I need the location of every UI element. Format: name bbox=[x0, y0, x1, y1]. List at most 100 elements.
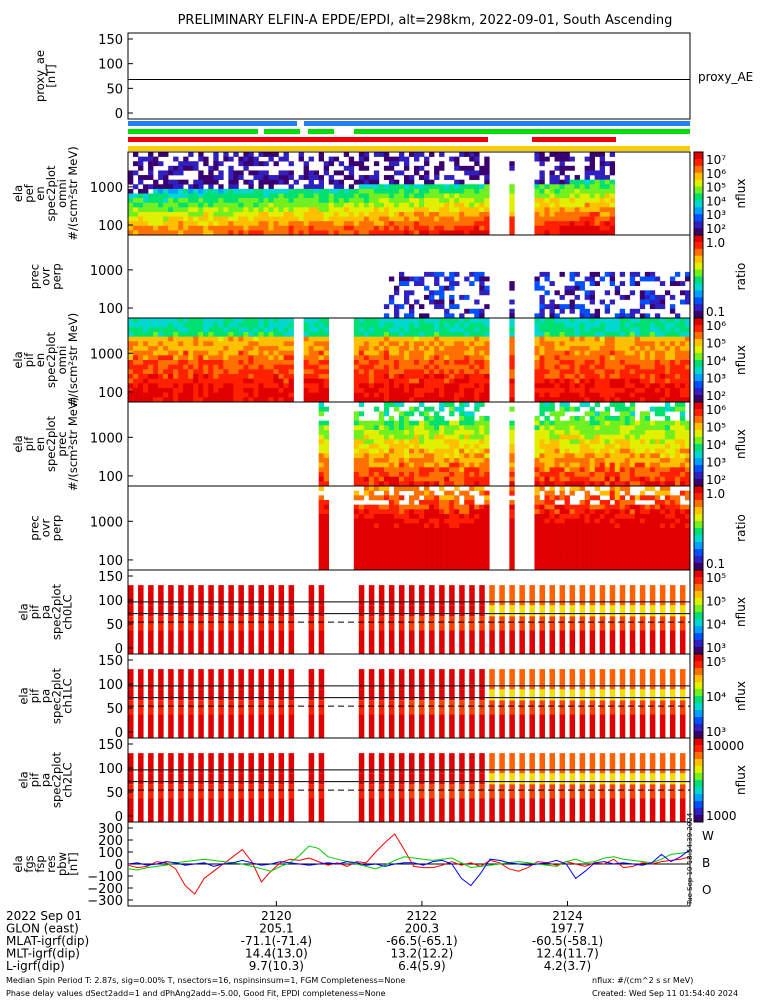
spectrogram-cell bbox=[263, 383, 269, 389]
spectrogram-cell bbox=[403, 207, 410, 213]
spectrogram-cell bbox=[353, 509, 360, 515]
spectrogram-cell bbox=[273, 364, 279, 370]
spectrogram-cell bbox=[614, 472, 621, 477]
spectrogram-cell bbox=[373, 152, 380, 157]
spectrogram-cell bbox=[263, 152, 269, 157]
spectrogram-cell bbox=[163, 383, 169, 389]
spectrogram-cell bbox=[464, 518, 470, 524]
spectrogram-cell bbox=[469, 532, 475, 538]
spectrogram-cell bbox=[594, 152, 600, 157]
spectrogram-cell bbox=[323, 341, 330, 347]
spectrogram-cell bbox=[464, 467, 470, 473]
spectrogram-cell bbox=[273, 346, 279, 351]
spectrogram-cell bbox=[373, 434, 380, 440]
spectrogram-cell bbox=[223, 383, 229, 389]
spectrogram-cell bbox=[333, 198, 340, 204]
spectrogram-cell bbox=[288, 374, 294, 379]
spectrogram-cell bbox=[459, 211, 465, 217]
spectrogram-cell bbox=[664, 397, 671, 403]
spectrogram-cell bbox=[639, 425, 646, 431]
spectrogram-cell bbox=[469, 504, 475, 510]
spectrogram-cell bbox=[534, 546, 540, 552]
spectrogram-cell bbox=[403, 188, 410, 194]
spectrogram-cell bbox=[403, 425, 410, 431]
spectrogram-cell bbox=[574, 425, 580, 431]
spectrogram-cell bbox=[444, 444, 450, 449]
spectrogram-cell bbox=[479, 402, 485, 407]
spectrogram-cell bbox=[649, 444, 656, 449]
spectrogram-cell bbox=[434, 444, 440, 449]
spectrogram-cell bbox=[564, 430, 570, 435]
spectrogram-cell bbox=[148, 161, 154, 167]
spectrogram-cell bbox=[439, 444, 445, 449]
spectrogram-cell bbox=[544, 434, 550, 440]
spectrogram-cell bbox=[599, 161, 605, 167]
spectrogram-cell bbox=[223, 230, 229, 236]
spectrogram-cell bbox=[444, 546, 450, 552]
spectrogram-cell bbox=[378, 322, 385, 328]
spectrogram-cell bbox=[449, 411, 455, 417]
spectrogram-cell bbox=[328, 221, 335, 227]
spectrogram-cell bbox=[168, 216, 174, 222]
spectrogram-cell bbox=[674, 350, 681, 356]
spectrogram-cell bbox=[303, 378, 309, 384]
spectrogram-cell bbox=[569, 378, 575, 384]
spectrogram-cell bbox=[464, 336, 470, 342]
spectrogram-cell bbox=[629, 402, 636, 407]
spectrogram-cell bbox=[444, 369, 450, 375]
spectrogram-cell bbox=[434, 448, 440, 454]
spectrogram-cell bbox=[414, 490, 420, 496]
spectrogram-cell bbox=[534, 444, 540, 449]
spectrogram-cell bbox=[439, 360, 445, 365]
spectrogram-cell bbox=[419, 518, 425, 524]
spectrogram-cell bbox=[554, 364, 560, 370]
spectrogram-cell bbox=[419, 472, 425, 477]
spectrogram-cell bbox=[148, 383, 154, 389]
spectrogram-cell bbox=[589, 448, 595, 454]
spectrogram-cell bbox=[479, 378, 485, 384]
spectrogram-cell bbox=[424, 175, 430, 180]
colorbar-segment bbox=[694, 395, 703, 403]
spectrogram-cell bbox=[449, 537, 455, 543]
spectrogram-cell bbox=[303, 188, 309, 194]
spectrogram-cell bbox=[213, 360, 219, 365]
y-axis-label-line: prec bbox=[28, 264, 42, 289]
spectrogram-cell bbox=[409, 565, 415, 571]
spectrogram-cell bbox=[243, 161, 249, 167]
spectrogram-cell bbox=[308, 355, 314, 361]
spectrogram-cell bbox=[444, 495, 450, 501]
spectrogram-cell bbox=[414, 170, 420, 176]
spectrogram-cell bbox=[634, 327, 641, 333]
spectrogram-cell bbox=[544, 476, 550, 482]
spectrogram-cell bbox=[424, 518, 430, 524]
spectrogram-cell bbox=[444, 392, 450, 398]
spectrogram-cell bbox=[604, 406, 611, 412]
spectrogram-cell bbox=[353, 230, 360, 236]
spectrogram-cell bbox=[549, 198, 555, 204]
spectrogram-cell bbox=[358, 388, 365, 393]
spectrogram-cell bbox=[383, 318, 390, 323]
spectrogram-cell bbox=[574, 434, 580, 440]
spectrogram-cell bbox=[163, 211, 169, 217]
spectrogram-cell bbox=[363, 560, 370, 566]
spectrogram-cell bbox=[454, 453, 460, 459]
spectrogram-cell bbox=[459, 364, 465, 370]
spectrogram-cell bbox=[258, 230, 264, 236]
spectrogram-cell bbox=[539, 313, 545, 319]
spectrogram-cell bbox=[444, 374, 450, 379]
spectrogram-cell bbox=[614, 420, 621, 426]
spectrogram-cell bbox=[388, 211, 395, 217]
spectrogram-cell bbox=[393, 221, 400, 227]
spectrogram-cell bbox=[368, 350, 375, 356]
spectrogram-cell bbox=[148, 225, 154, 231]
spectrogram-cell bbox=[253, 336, 259, 342]
spectrogram-cell bbox=[594, 170, 600, 176]
spectrogram-cell bbox=[549, 308, 555, 314]
spectrogram-cell bbox=[594, 462, 600, 468]
spectrogram-cell bbox=[429, 211, 435, 217]
spectrogram-cell bbox=[434, 304, 440, 310]
spectrogram-cell bbox=[158, 378, 164, 384]
spectrogram-cell bbox=[424, 271, 430, 277]
spectrogram-cell bbox=[459, 202, 465, 208]
spectrogram-cell bbox=[278, 175, 284, 180]
